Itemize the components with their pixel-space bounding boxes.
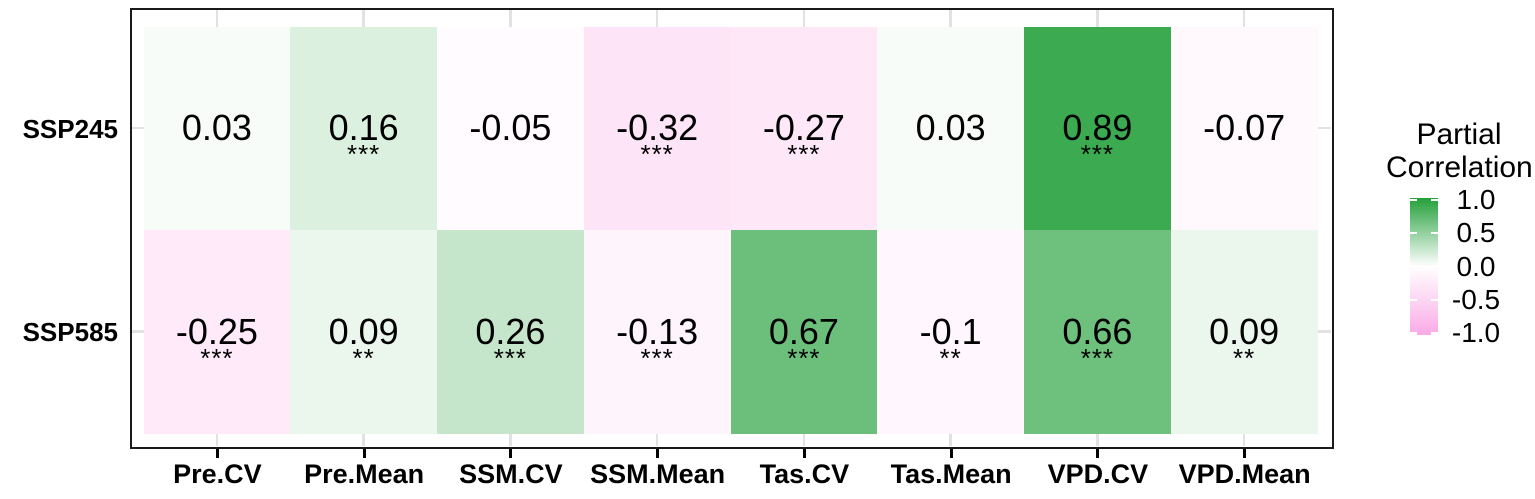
legend-tick-label--1.0: -1.0 xyxy=(1451,317,1501,349)
heatmap-cell-SSP245-Tas.Mean: 0.03 xyxy=(877,26,1024,230)
cell-significance-stars: *** xyxy=(493,342,528,373)
heatmap-cell-SSP585-Pre.CV: -0.25 *** xyxy=(143,230,291,434)
heatmap-cell-SSP585-Tas.CV: 0.67 *** xyxy=(730,230,878,434)
colorbar xyxy=(1410,198,1438,335)
heatmap-cell-SSP585-VPD.CV: 0.66 *** xyxy=(1024,230,1171,434)
heatmap-cell-SSP245-VPD.CV: 0.89 *** xyxy=(1024,26,1171,230)
x-axis-tick xyxy=(215,449,219,458)
cell-value: 0.26 xyxy=(475,310,546,352)
heatmap-cell-SSP245-SSM.Mean: -0.32 *** xyxy=(583,26,731,230)
legend-title: Partial Correlation xyxy=(1386,118,1533,184)
heatmap-cell-SSP585-SSM.CV: 0.26 *** xyxy=(437,230,584,434)
heatmap-cell-SSP245-Pre.Mean: 0.16 *** xyxy=(290,26,437,230)
colorbar-tick xyxy=(1431,231,1438,235)
cell-value: 0.89 xyxy=(1062,107,1133,149)
legend-title-line2: Correlation xyxy=(1386,151,1533,184)
heatmap-cell-SSP245-Tas.CV: -0.27 *** xyxy=(730,26,878,230)
colorbar-tick xyxy=(1410,198,1417,201)
x-axis-label-VPD.Mean: VPD.Mean xyxy=(1178,459,1311,489)
heatmap-cell-SSP245-SSM.CV: -0.05 xyxy=(437,26,584,230)
cell-value: 0.03 xyxy=(181,107,252,149)
colorbar-tick xyxy=(1431,298,1438,302)
legend-tick-label-0.5: 0.5 xyxy=(1456,217,1496,249)
x-axis-tick xyxy=(362,449,366,458)
cell-value: -0.05 xyxy=(469,107,552,149)
heatmap-cell-SSP245-Pre.CV: 0.03 xyxy=(143,26,291,230)
x-axis-label-Pre.CV: Pre.CV xyxy=(173,459,262,489)
cell-value: 0.66 xyxy=(1062,310,1133,352)
cell-value: -0.07 xyxy=(1203,107,1286,149)
legend-tick-label-1.0: 1.0 xyxy=(1456,183,1496,215)
x-axis-tick xyxy=(656,449,660,458)
cell-significance-stars: *** xyxy=(1080,342,1115,373)
cell-value: 0.03 xyxy=(915,107,986,149)
heatmap-cell-SSP585-SSM.Mean: -0.13 *** xyxy=(583,230,731,434)
cell-value: 0.09 xyxy=(328,310,399,352)
x-axis-tick xyxy=(949,449,953,458)
x-axis-label-Tas.CV: Tas.CV xyxy=(759,459,850,489)
cell-value: -0.27 xyxy=(762,107,845,149)
x-axis-label-VPD.CV: VPD.CV xyxy=(1047,459,1149,489)
cell-value: 0.67 xyxy=(768,310,839,352)
x-axis-tick xyxy=(509,449,513,458)
heatmap-cell-SSP245-VPD.Mean: -0.07 xyxy=(1170,26,1318,230)
y-axis-label-SSP585: SSP585 xyxy=(22,317,118,347)
legend-tick-label-0.0: 0.0 xyxy=(1456,250,1496,282)
x-axis-label-Pre.Mean: Pre.Mean xyxy=(304,459,425,489)
cell-value: -0.13 xyxy=(616,310,699,352)
cell-significance-stars: *** xyxy=(787,139,821,170)
cell-value: -0.25 xyxy=(175,310,258,352)
x-axis-tick xyxy=(802,449,806,458)
colorbar-tick xyxy=(1410,265,1417,268)
heatmap-cells: 0.03 0.16 *** -0.05 -0.32 *** -0.27 *** 0.03 0.89… xyxy=(143,26,1318,434)
colorbar-tick xyxy=(1431,198,1438,201)
x-axis-tick xyxy=(1096,449,1100,458)
cell-significance-stars: ** xyxy=(1233,342,1256,373)
colorbar-tick xyxy=(1431,265,1438,268)
heatmap-cell-SSP585-Pre.Mean: 0.09 ** xyxy=(290,230,437,434)
cell-value: -0.32 xyxy=(616,107,699,149)
cell-significance-stars: *** xyxy=(787,342,821,373)
cell-significance-stars: ** xyxy=(939,342,962,373)
x-axis-label-SSM.Mean: SSM.Mean xyxy=(590,459,726,489)
colorbar-tick xyxy=(1410,231,1417,235)
plot-panel: 0.03 0.16 *** -0.05 -0.32 *** -0.27 *** 0.03 0.89… xyxy=(130,8,1334,449)
heatmap-cell-SSP585-VPD.Mean: 0.09 ** xyxy=(1170,230,1318,434)
cell-significance-stars: ** xyxy=(352,342,375,373)
colorbar-tick xyxy=(1410,298,1417,302)
cell-value: 0.09 xyxy=(1209,310,1280,352)
cell-significance-stars: *** xyxy=(346,139,381,170)
cell-significance-stars: *** xyxy=(1080,139,1115,170)
colorbar-tick xyxy=(1431,332,1438,335)
y-axis-label-SSP245: SSP245 xyxy=(22,113,118,144)
cell-significance-stars: *** xyxy=(200,342,234,373)
cell-value: -0.1 xyxy=(919,310,982,352)
cell-significance-stars: *** xyxy=(640,342,674,373)
cell-value: 0.16 xyxy=(328,107,399,149)
colorbar-tick xyxy=(1410,332,1417,335)
cell-significance-stars: *** xyxy=(640,139,674,170)
heatmap-cell-SSP585-Tas.Mean: -0.1 ** xyxy=(877,230,1024,434)
x-axis-tick xyxy=(1243,449,1247,458)
legend-title-line1: Partial xyxy=(1416,118,1502,151)
legend-tick-label--0.5: -0.5 xyxy=(1451,283,1501,315)
x-axis-label-SSM.CV: SSM.CV xyxy=(459,459,563,489)
x-axis-label-Tas.Mean: Tas.Mean xyxy=(890,459,1012,489)
